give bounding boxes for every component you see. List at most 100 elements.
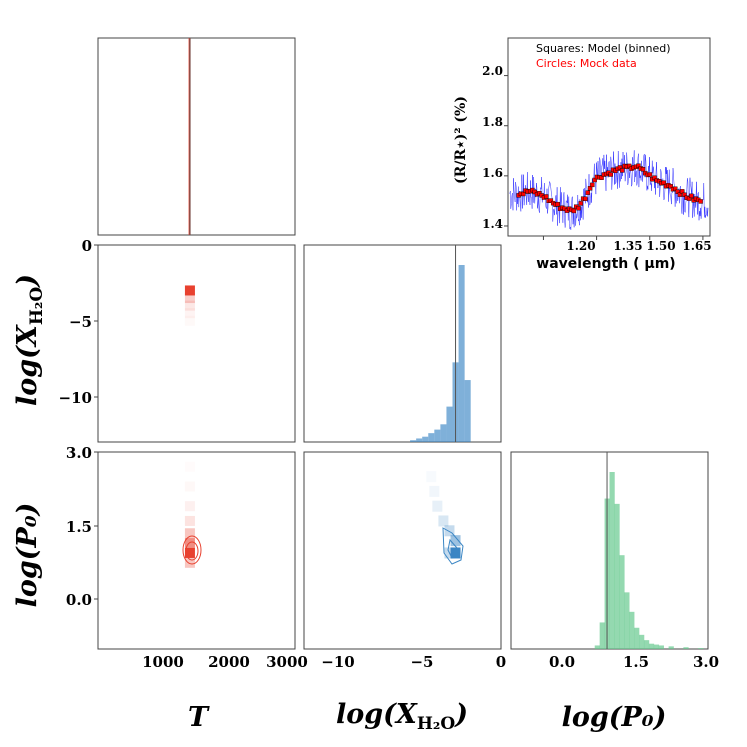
hist-bar-logP-10 xyxy=(643,640,650,649)
panel-T-vs-logP0: 3.0 1.5 0.0 1000 2000 3000 xyxy=(66,444,308,671)
panel-T-marginal xyxy=(97,37,296,236)
axis-label-logXH2O-bottom: log(XH₂O) xyxy=(336,699,468,734)
xtick-logX-0: 0 xyxy=(496,653,506,671)
hist-bar-logX-4 xyxy=(434,429,441,442)
spectrum-marker-14 xyxy=(548,198,554,203)
hist-bar-logP-8 xyxy=(634,627,640,649)
heat-T-P-cell-0 xyxy=(184,547,195,558)
spectrum-marker-52 xyxy=(636,163,641,168)
hist-bar-logP-1 xyxy=(599,622,605,649)
panel-T-vs-logXH2O: 0 −5 −10 xyxy=(59,237,296,443)
spectrum-xlabel: wavelength ( μm) xyxy=(536,256,675,272)
heat-T-X-cell-4 xyxy=(185,316,195,326)
xtick-logX-m10: −10 xyxy=(321,653,354,671)
spectrum-marker-48 xyxy=(627,163,632,169)
xtick-T-3000: 3000 xyxy=(266,653,308,671)
hist-bar-logP-12 xyxy=(653,644,660,649)
panel-logP0-marginal: 0.0 1.5 3.0 xyxy=(510,451,719,671)
legend-model: Squares: Model (binned) xyxy=(536,42,671,55)
hist-bar-logP-3 xyxy=(609,472,615,649)
hist-bar-logX-1 xyxy=(416,438,423,442)
hist-bar-logP-4 xyxy=(614,503,620,649)
hist-bar-logX-3 xyxy=(428,433,435,442)
heat-T-P-cell-2 xyxy=(184,528,195,539)
hist-bar-logP-14 xyxy=(668,646,674,649)
heat-T-X-cell-0 xyxy=(184,285,195,296)
spectrum-marker-57 xyxy=(647,172,653,177)
spectrum-marker-63 xyxy=(661,180,666,185)
panel-spectrum: Squares: Model (binned) Circles: Mock da… xyxy=(453,37,712,272)
ytick-logX-m5: −5 xyxy=(69,313,92,331)
heat-X-P-cell-5 xyxy=(429,485,440,497)
ytick-logP-1.5: 1.5 xyxy=(66,518,92,536)
ytick-logX-m10: −10 xyxy=(59,389,92,407)
spectrum-marker-27 xyxy=(578,201,584,206)
spectrum-marker-33 xyxy=(592,177,597,183)
spectrum-marker-31 xyxy=(587,186,593,191)
spectrum-marker-54 xyxy=(640,167,646,172)
spectrum-marker-71 xyxy=(679,189,685,194)
heat-X-P-cell-3 xyxy=(438,515,449,527)
spectrum-marker-66 xyxy=(668,184,673,189)
hist-bar-logX-2 xyxy=(422,436,429,442)
heat-X-P-cell-0 xyxy=(450,547,461,559)
xtick-T-1000: 1000 xyxy=(142,653,184,671)
heat-X-P-cell-1 xyxy=(450,535,461,547)
spectrum-marker-45 xyxy=(620,168,625,173)
heat-T-P-cell-4 xyxy=(184,501,195,512)
heat-T-P-cell-6 xyxy=(185,462,195,472)
hist-bar-logX-5 xyxy=(440,424,447,442)
spectrum-marker-29 xyxy=(583,196,588,202)
legend-mock: Circles: Mock data xyxy=(536,57,637,70)
heat-T-X-cell-3 xyxy=(184,308,195,319)
panel-logXH2O-marginal xyxy=(303,244,502,443)
hist-bar-logP-5 xyxy=(619,555,625,649)
ytick-spec-1.6: 1.6 xyxy=(482,166,503,180)
spectrum-marker-17 xyxy=(555,201,560,207)
axis-label-T: T xyxy=(188,702,210,733)
heat-T-X-cell-1 xyxy=(184,293,195,304)
heat-T-P-cell-7 xyxy=(184,557,195,568)
xtick-spec-1.50: 1.50 xyxy=(646,239,675,253)
ytick-spec-2.0: 2.0 xyxy=(482,64,503,78)
hist-bar-logX-6 xyxy=(446,406,453,442)
spectrum-marker-2 xyxy=(521,191,526,197)
spectrum-marker-40 xyxy=(608,172,613,177)
xtick-T-2000: 2000 xyxy=(208,653,250,671)
hist-bar-logP-9 xyxy=(639,634,645,649)
heat-X-P-cell-6 xyxy=(426,471,437,483)
heat-T-P-cell-3 xyxy=(184,515,195,526)
xtick-logX-m5: −5 xyxy=(410,653,433,671)
axis-label-logP0-left: log(P₀) xyxy=(12,503,43,608)
heat-T-X-cell-2 xyxy=(184,300,195,311)
xtick-spec-1.20: 1.20 xyxy=(566,239,595,253)
hist-bar-logP-16 xyxy=(698,648,704,649)
hist-bar-logP-13 xyxy=(658,645,664,649)
spectrum-marker-68 xyxy=(673,186,678,191)
spectrum-marker-30 xyxy=(585,190,590,195)
spectrum-marker-79 xyxy=(698,199,703,204)
spectrum-marker-59 xyxy=(652,175,657,180)
heat-X-P-cell-2 xyxy=(444,525,455,537)
hist-bar-logP-11 xyxy=(648,643,655,649)
hist-bar-logP-15 xyxy=(683,647,689,649)
spectrum-marker-74 xyxy=(686,196,692,201)
xtick-logP-0: 0.0 xyxy=(549,653,575,671)
ytick-logP-3: 3.0 xyxy=(66,444,92,462)
spectrum-marker-7 xyxy=(532,189,537,195)
spectrum-marker-24 xyxy=(571,208,577,214)
heat-X-P-cell-4 xyxy=(432,500,443,512)
ytick-logP-0: 0.0 xyxy=(66,591,92,609)
xtick-logP-3: 3.0 xyxy=(693,653,719,671)
xtick-logP-1.5: 1.5 xyxy=(623,653,649,671)
heat-T-P-cell-1 xyxy=(184,538,195,549)
heat-T-P-cell-5 xyxy=(184,481,195,492)
spectrum-marker-72 xyxy=(682,192,687,197)
hist-bar-logP-6 xyxy=(624,592,630,649)
panel-logXH2O-vs-logP0: −10 −5 0 xyxy=(303,451,506,671)
xtick-spec-1.65: 1.65 xyxy=(682,239,711,253)
hist-bar-logX-8 xyxy=(458,265,465,442)
xtick-spec-1.35: 1.35 xyxy=(613,239,642,253)
spectrum-marker-44 xyxy=(617,165,623,170)
spectrum-marker-12 xyxy=(544,194,549,199)
